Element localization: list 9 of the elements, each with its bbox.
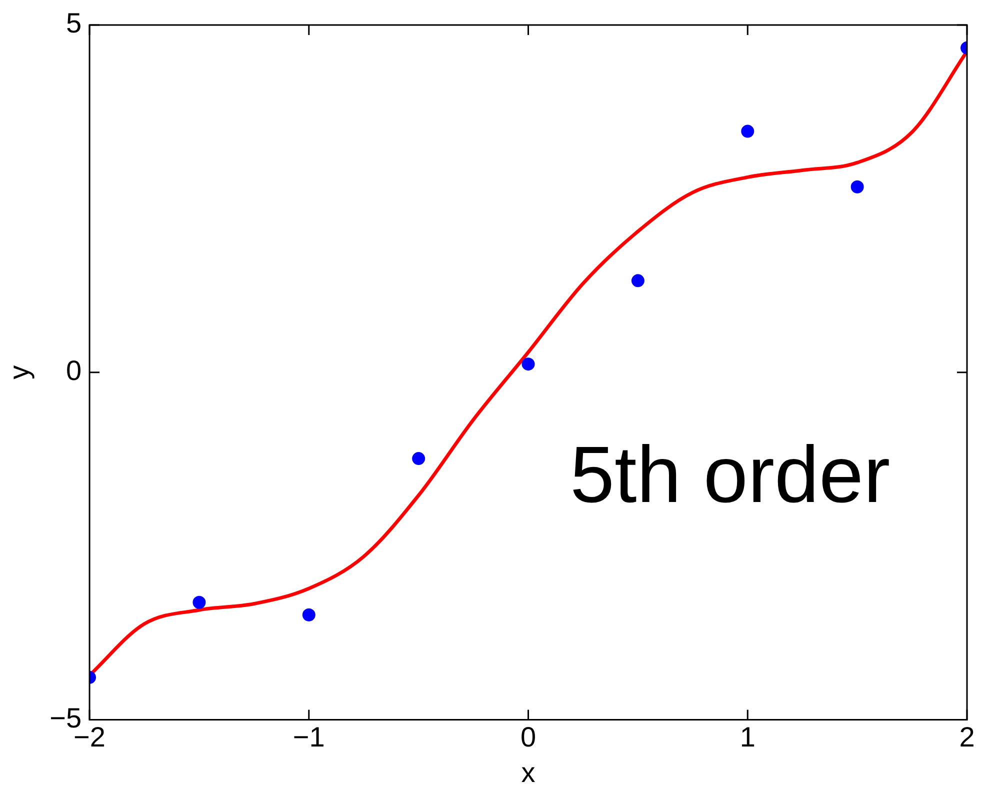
annotation: 5th order — [570, 430, 890, 520]
y-tick-label: 5 — [66, 8, 82, 39]
x-tick-label: −1 — [292, 721, 325, 752]
x-tick-label: 0 — [520, 721, 536, 752]
x-tick-label: 1 — [740, 721, 756, 752]
x-tick-label: 2 — [959, 721, 975, 752]
y-tick-label: 0 — [66, 355, 82, 386]
x-axis-title: x — [521, 756, 536, 788]
y-axis-title: y — [4, 365, 35, 380]
